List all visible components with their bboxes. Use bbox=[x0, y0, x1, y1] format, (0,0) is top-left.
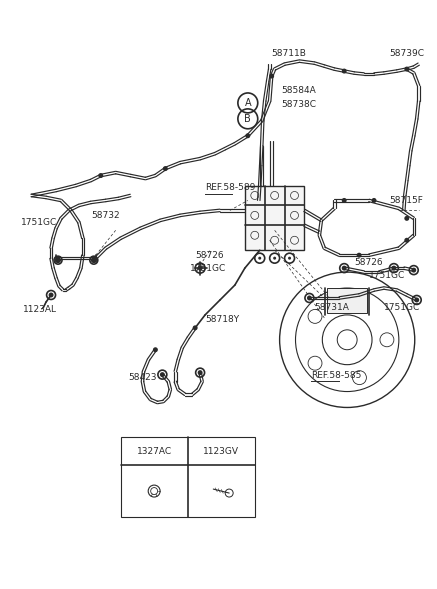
Circle shape bbox=[160, 372, 165, 377]
Circle shape bbox=[258, 257, 261, 260]
Circle shape bbox=[269, 74, 274, 78]
Circle shape bbox=[342, 198, 347, 203]
Circle shape bbox=[49, 293, 54, 297]
Text: REF.58-585: REF.58-585 bbox=[312, 370, 362, 379]
Circle shape bbox=[392, 266, 396, 270]
Text: 1123GV: 1123GV bbox=[203, 447, 239, 456]
Circle shape bbox=[371, 198, 377, 203]
Text: 1123AL: 1123AL bbox=[23, 306, 57, 315]
Circle shape bbox=[55, 257, 61, 263]
Circle shape bbox=[153, 348, 158, 352]
Text: 58731A: 58731A bbox=[314, 303, 349, 312]
Circle shape bbox=[404, 216, 409, 221]
Bar bbox=[121, 437, 255, 517]
Circle shape bbox=[342, 68, 347, 74]
Text: A: A bbox=[244, 98, 251, 108]
Text: 58738C: 58738C bbox=[281, 100, 316, 110]
Circle shape bbox=[193, 325, 198, 330]
Circle shape bbox=[411, 267, 416, 273]
Text: 58732: 58732 bbox=[91, 211, 119, 220]
Circle shape bbox=[288, 257, 291, 260]
Bar bbox=[327, 288, 367, 313]
Circle shape bbox=[404, 67, 409, 71]
Circle shape bbox=[307, 296, 312, 300]
Text: 1751GC: 1751GC bbox=[369, 270, 405, 280]
Text: 58711B: 58711B bbox=[272, 49, 306, 58]
Text: 58739C: 58739C bbox=[389, 49, 424, 58]
Text: 1751GC: 1751GC bbox=[384, 303, 420, 312]
Circle shape bbox=[98, 173, 103, 178]
Circle shape bbox=[91, 257, 97, 263]
Text: 58718Y: 58718Y bbox=[205, 315, 239, 325]
Circle shape bbox=[342, 266, 347, 270]
Text: 58726: 58726 bbox=[195, 251, 224, 260]
Circle shape bbox=[414, 297, 419, 303]
Circle shape bbox=[404, 238, 409, 243]
Text: 1327AC: 1327AC bbox=[137, 447, 172, 456]
Circle shape bbox=[273, 257, 276, 260]
Text: 58726: 58726 bbox=[354, 257, 383, 267]
Circle shape bbox=[198, 370, 203, 375]
Text: 1751GC: 1751GC bbox=[190, 264, 226, 273]
Circle shape bbox=[357, 253, 361, 257]
Text: REF.58-589: REF.58-589 bbox=[205, 184, 256, 193]
Text: 58584A: 58584A bbox=[281, 87, 316, 95]
Circle shape bbox=[198, 266, 203, 270]
Circle shape bbox=[163, 166, 168, 171]
Text: B: B bbox=[244, 114, 251, 124]
Text: 58423: 58423 bbox=[128, 373, 157, 382]
Circle shape bbox=[245, 133, 250, 138]
Text: 1751GC: 1751GC bbox=[21, 218, 58, 227]
Bar bbox=[245, 186, 305, 250]
Text: 58715F: 58715F bbox=[389, 196, 423, 205]
